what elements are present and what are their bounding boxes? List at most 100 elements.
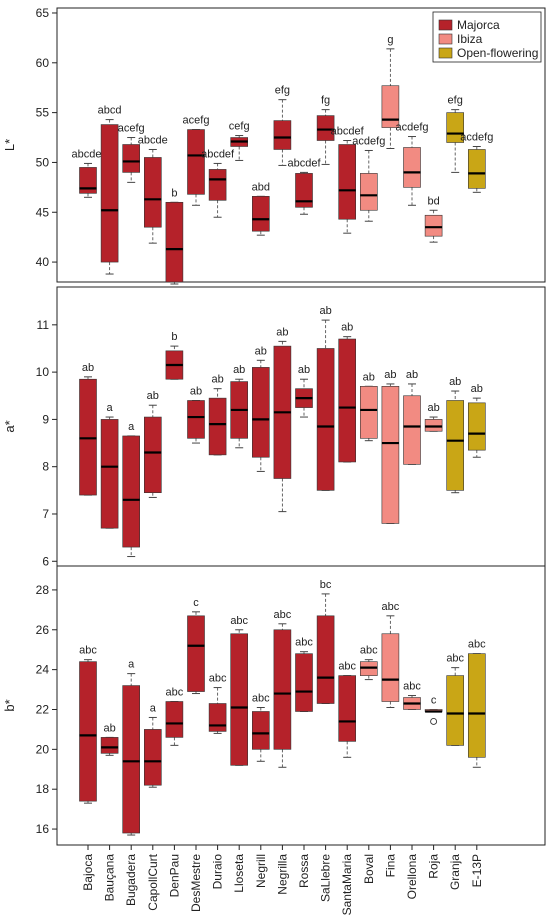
significance-label: acefg <box>118 123 145 135</box>
y-tick-label: 40 <box>36 255 50 269</box>
x-tick-label: Duraio <box>211 854 225 890</box>
box-rossa: abc <box>295 637 313 712</box>
box-fina: ab <box>381 369 400 524</box>
box-body <box>144 729 162 786</box>
significance-label: acefg <box>183 115 210 127</box>
x-tick-label: Bajoca <box>81 854 95 891</box>
box-body <box>295 173 313 208</box>
box-body <box>338 338 357 463</box>
box-body <box>446 400 465 491</box>
box-duraio: abc <box>209 673 227 734</box>
box-body <box>381 386 400 524</box>
box-bauçana: a <box>100 402 119 529</box>
y-axis-title: L* <box>2 139 17 151</box>
y-tick-label: 55 <box>36 106 50 120</box>
x-tick-label: SaLlebre <box>319 854 333 902</box>
box-desmestre: c <box>187 597 205 695</box>
x-tick-label: Roja <box>427 854 441 879</box>
significance-label: abcdef <box>287 157 321 169</box>
x-tick-label: Lloseta <box>232 854 246 893</box>
box-body <box>79 661 97 802</box>
box-orellona: abc <box>403 681 421 710</box>
significance-label: a <box>107 402 114 414</box>
y-tick-label: 50 <box>36 155 50 169</box>
significance-label: ab <box>103 722 115 734</box>
box-body <box>252 196 270 232</box>
box-body <box>144 157 162 228</box>
box-body <box>295 653 313 712</box>
outlier-point <box>430 717 438 725</box>
box-body <box>252 711 270 750</box>
box-rossa: ab <box>295 364 313 418</box>
box-body <box>467 653 486 758</box>
box-bauçana: abcd <box>98 105 122 275</box>
x-tick-label: Granja <box>448 854 462 890</box>
x-tick-label: Bauçana <box>103 854 117 902</box>
box-bauçana: ab <box>100 722 119 756</box>
box-body <box>338 144 357 220</box>
box-boval: abc <box>360 645 378 681</box>
y-tick-label: 22 <box>36 702 50 716</box>
box-body <box>144 416 162 494</box>
box-body <box>165 701 184 738</box>
box-body <box>467 402 486 451</box>
significance-label: cefg <box>229 121 250 133</box>
significance-label: abc <box>360 645 378 657</box>
box-granja: ab <box>446 376 465 494</box>
panel-0: 404550556065L*abcdefabcdacefgabcdebacefg… <box>2 6 546 285</box>
box-body <box>187 400 205 439</box>
y-tick-label: 6 <box>42 554 49 568</box>
box-body <box>208 397 227 456</box>
significance-label: ab <box>384 369 396 381</box>
significance-label: abc <box>166 687 184 699</box>
box-negrilla: abc <box>273 609 292 768</box>
box-boval: acdefg <box>352 135 385 222</box>
box-orellona: acdefg <box>395 122 429 206</box>
significance-label: abc <box>295 637 313 649</box>
box-bugadera: a <box>122 421 140 558</box>
box-negrilla: efg <box>273 85 292 166</box>
y-axis-title: a* <box>2 420 17 432</box>
box-e-13p: ab <box>467 383 486 458</box>
x-tick-label: Negrill <box>254 854 268 888</box>
box-body <box>79 378 97 496</box>
significance-label: abc <box>338 661 356 673</box>
box-duraio: ab <box>208 374 227 456</box>
significance-label: a <box>128 421 135 433</box>
y-tick-label: 8 <box>42 460 49 474</box>
significance-label: abc <box>79 645 97 657</box>
box-body <box>403 147 421 188</box>
box-sallebre: ab <box>316 305 335 491</box>
box-body <box>381 633 400 702</box>
box-bajoca: abcdef <box>71 148 105 198</box>
box-body <box>100 737 119 754</box>
box-capollcurt: ab <box>144 390 162 498</box>
box-body <box>122 144 140 173</box>
significance-label: b <box>171 331 177 343</box>
significance-label: b <box>171 187 177 199</box>
significance-label: ab <box>276 326 288 338</box>
significance-label: ab <box>319 305 331 317</box>
y-tick-label: 20 <box>36 742 50 756</box>
significance-label: ab <box>406 369 418 381</box>
box-body <box>122 435 140 548</box>
box-negrill: ab <box>252 345 270 472</box>
box-bajoca: ab <box>79 362 97 496</box>
significance-label: abd <box>252 181 270 193</box>
box-negrill: abd <box>252 181 270 236</box>
box-body <box>316 615 335 704</box>
x-tick-label: Boval <box>362 854 376 884</box>
box-body <box>187 615 205 692</box>
x-tick-label: Bugadera <box>124 854 138 906</box>
box-body <box>273 629 292 750</box>
box-body <box>381 85 400 128</box>
significance-label: ab <box>363 371 375 383</box>
y-tick-label: 24 <box>36 663 50 677</box>
significance-label: ab <box>427 402 439 414</box>
legend-label: Open-flowering <box>457 46 538 60</box>
box-desmestre: acefg <box>183 115 210 206</box>
box-body <box>208 169 227 201</box>
box-body <box>316 348 335 491</box>
significance-label: fg <box>321 95 330 107</box>
